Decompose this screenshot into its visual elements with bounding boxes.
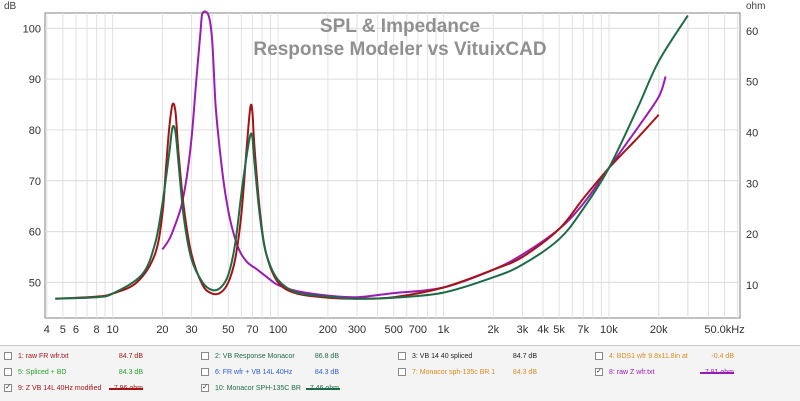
x-tick-label: 8 [94,324,100,336]
legend-item[interactable]: 3: VB 14 40 spliced 84.7 dB [398,349,593,364]
x-tick-label: 300 [348,324,366,336]
legend-label: 2: VB Response Monacor [215,353,295,360]
x-tick-label: 2k [487,324,499,336]
legend-value: 86.8 dB [314,353,339,360]
legend-item[interactable]: 1: raw FR wfr.txt 84.7 dB [4,349,199,364]
legend-value: 84.7 dB [512,353,537,360]
x-tick-label: 20 [156,324,168,336]
legend-checkbox[interactable]: ✓ [201,384,209,392]
legend-value: 7.46 ohm [309,385,339,392]
legend-item[interactable]: 6: FR wfr + VB 14L 40Hz 84.3 dB [201,365,396,380]
legend-panel: 1: raw FR wfr.txt 84.7 dB 2: VB Response M… [0,345,800,401]
legend-checkbox[interactable] [4,352,12,360]
y-tick-label-right: 50 [746,77,758,89]
x-tick-label: 100 [269,324,287,336]
y-tick-label-right: 30 [746,178,758,190]
x-tick-label: 5 [60,324,66,336]
y-tick-label-right: 10 [746,280,758,292]
legend-checkbox[interactable] [398,352,406,360]
legend-label: 6: FR wfr + VB 14L 40Hz [215,369,293,376]
legend-checkbox[interactable] [398,368,406,376]
axis-ticks: 50 60 70 80 90 100 10 20 30 40 50 60 4 5 6 8 10 20 30 50 70 1… [23,23,759,336]
legend-value: 84.3 dB [118,369,143,376]
legend-line-swatch [109,388,143,390]
legend-label: 9: Z VB 14L 40Hz modified [18,385,102,392]
legend-value: 84.3 dB [512,369,537,376]
legend-line-swatch [306,388,340,390]
y-tick-label-left: 70 [29,176,41,188]
y-axis-label-right: ohm [746,1,765,12]
legend-value: 7.96 ohm [113,385,143,392]
legend-line-swatch [700,372,734,374]
x-tick-label: 50 [222,324,234,336]
legend-label: 8: raw Z wfr.txt [609,369,655,376]
legend-item[interactable]: 7: Monacor sph-135c BR 1 84.3 dB [398,365,593,380]
legend-item[interactable]: ✓ 8: raw Z wfr.txt 7.91 ohm [595,365,790,380]
curves [55,10,689,300]
legend-label: 10: Monacor SPH-135C BR [215,385,301,392]
legend-checkbox[interactable] [201,352,209,360]
legend-checkbox[interactable]: ✓ [595,368,603,376]
x-tick-label: 70 [246,324,258,336]
x-tick-label: 50.0kHz [704,324,744,336]
x-tick-label: 3k [517,324,529,336]
legend-label: 7: Monacor sph-135c BR 1 [412,369,496,376]
legend-label: 1: raw FR wfr.txt [18,353,69,360]
grid-lines [45,13,740,318]
legend-item[interactable]: ✓ 10: Monacor SPH-135C BR 7.46 ohm [201,381,396,396]
x-tick-label: 6 [73,324,79,336]
legend-value: 84.3 dB [314,369,339,376]
legend-value: -0.4 dB [711,353,734,360]
chart-subtitle: Response Modeler vs VituixCAD [253,39,546,60]
legend-checkbox[interactable] [595,352,603,360]
legend-label: 3: VB 14 40 spliced [412,353,473,360]
x-tick-label: 4k [537,324,549,336]
spl-impedance-chart: 50 60 70 80 90 100 10 20 30 40 50 60 4 5 6 8 10 20 30 50 70 1… [4,1,765,336]
y-axis-label-left: dB [4,1,17,12]
x-tick-label: 20k [650,324,668,336]
x-tick-label: 7k [577,324,589,336]
x-tick-label: 500 [385,324,403,336]
legend-item[interactable]: 4: BDS1 wfr 9.8x11.8in at -0.4 dB [595,349,790,364]
series-line [55,14,689,300]
x-tick-label: 700 [409,324,427,336]
y-tick-label-right: 40 [746,127,758,139]
x-tick-label: 5k [553,324,565,336]
y-tick-label-left: 80 [29,125,41,137]
y-tick-label-right: 20 [746,229,758,241]
chart-title: SPL & Impedance [320,16,480,37]
plot-area [44,12,741,319]
legend-value: 7.91 ohm [704,369,734,376]
x-tick-label: 10k [600,324,618,336]
legend-checkbox[interactable] [4,368,12,376]
y-tick-label-right: 60 [746,26,758,38]
x-tick-label: 1k [438,324,450,336]
legend-item[interactable]: 5: Spliced + BD 84.3 dB [4,365,199,380]
x-tick-label: 4 [44,324,50,336]
x-tick-label: 200 [319,324,337,336]
legend-checkbox[interactable]: ✓ [4,384,12,392]
legend-item[interactable]: ✓ 9: Z VB 14L 40Hz modified 7.96 ohm [4,381,199,396]
legend-value: 84.7 dB [118,353,143,360]
legend-checkbox[interactable] [201,368,209,376]
legend-label: 5: Spliced + BD [18,369,67,376]
legend-label: 4: BDS1 wfr 9.8x11.8in at [609,353,688,360]
y-tick-label-left: 90 [29,74,41,86]
series-line [161,10,667,299]
y-tick-label-left: 100 [23,23,41,35]
legend-item[interactable]: 2: VB Response Monacor 86.8 dB [201,349,396,364]
x-tick-label: 10 [107,324,119,336]
y-tick-label-left: 60 [29,227,41,239]
y-tick-label-left: 50 [29,277,41,289]
x-tick-label: 30 [185,324,197,336]
